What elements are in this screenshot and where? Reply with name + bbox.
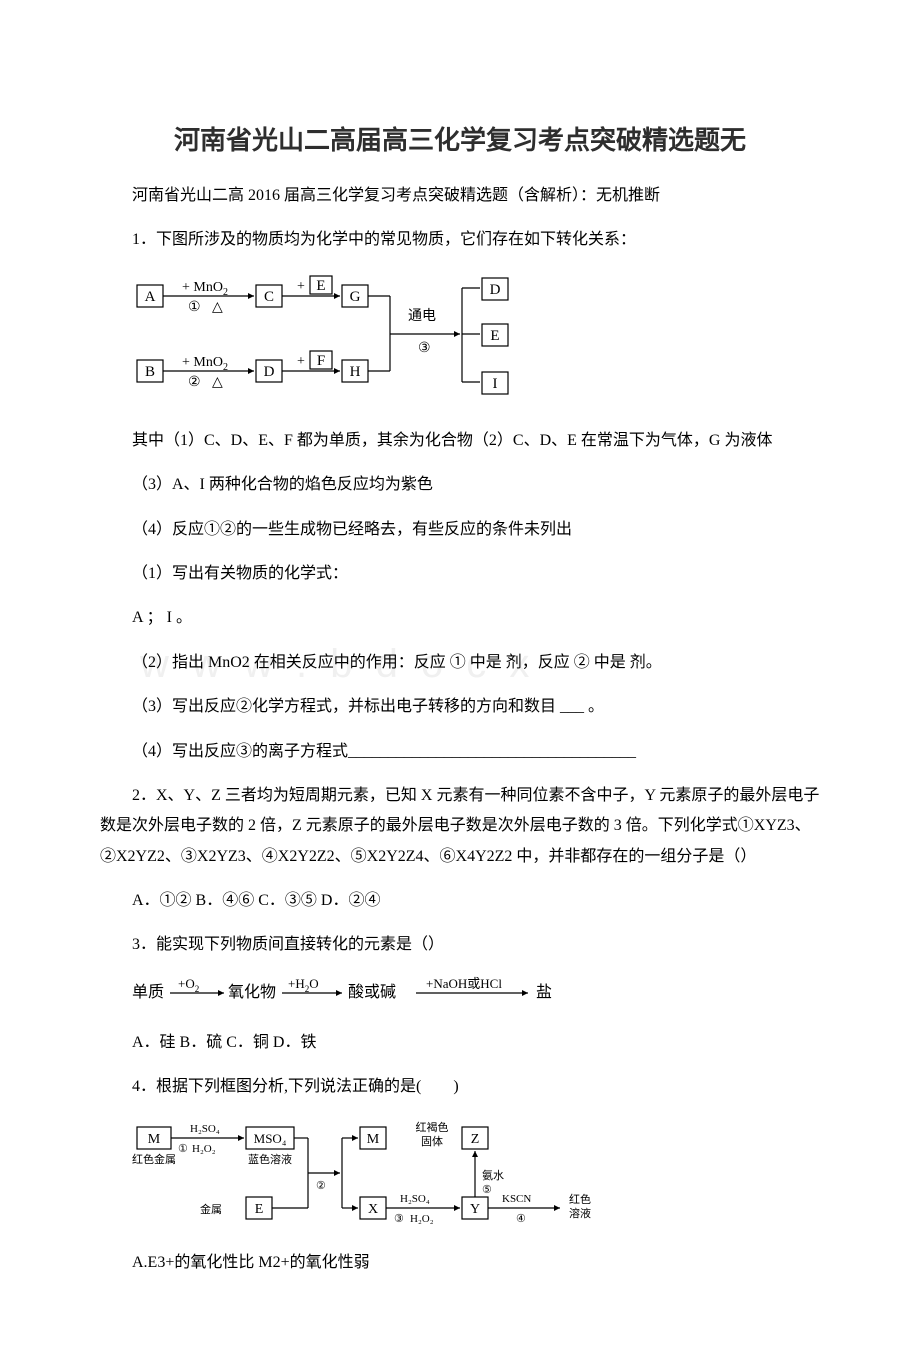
label-circle3: ③ [418,341,431,356]
q1-p6: （2）指出 MnO2 在相关反应中的作用：反应 ① 中是 剂，反应 ② 中是 剂… [100,648,820,678]
d4-c5: ⑤ [482,1184,492,1196]
d4-Y: Y [470,1202,480,1217]
q4-text: 4．根据下列框图分析,下列说法正确的是( ) [100,1072,820,1102]
d4-X: X [368,1202,378,1217]
q1-intro: 1．下图所涉及的物质均为化学中的常见物质，它们存在如下转化关系： [100,225,820,255]
box-C: C [264,289,274,305]
d4-blue: 蓝色溶液 [248,1152,292,1166]
box-E-2: E [490,328,499,344]
q1-p7: （3）写出反应②化学方程式，并标出电子转移的方向和数目 ___ 。 [100,692,820,722]
d4-honghe: 红褐色 [416,1120,449,1134]
d4-c4: ④ [516,1213,526,1225]
intro-paragraph: 河南省光山二高 2016 届高三化学复习考点突破精选题（含解析）：无机推断 [100,181,820,211]
q4-option-a: A.E3+的氧化性比 M2+的氧化性弱 [100,1248,820,1278]
q1-p5: A ； I 。 [100,603,820,633]
d4-h2so4-2: H₂SO₄ [400,1193,430,1205]
label-mno2-1: + MnO2 [182,280,228,298]
d4-mso4: MSO₄ [254,1131,287,1146]
d4-redmetal: 红色金属 [132,1152,176,1166]
f-danzhi: 单质 [132,983,164,1001]
box-H: H [350,364,361,380]
q3-formula: 单质 +O2 氧化物 +H2O 酸或碱 +NaOH或HCl 盐 [132,975,820,1014]
label-circle1: ① [188,300,201,315]
q3-text: 3．能实现下列物质间直接转化的元素是（） [100,930,820,960]
diagram-1: A + MnO2 ① △ C + E G B + MnO2 ② △ D + F … [132,270,820,410]
d4-M1: M [148,1132,161,1147]
q1-p2: （3）A、I 两种化合物的焰色反应均为紫色 [100,470,820,500]
d4-h2so4-1: H₂SO₄ [190,1123,220,1135]
d4-c2: ② [316,1180,326,1192]
d4-h2o2-2: H₂O₂ [410,1213,434,1225]
d4-c3: ③ [394,1213,404,1225]
d4-c1: ① [178,1143,188,1155]
f-salt: 盐 [536,983,552,1001]
label-plus-E: + [297,279,305,294]
d4-M2: M [367,1132,380,1147]
d4-rongye: 溶液 [569,1206,591,1220]
box-D-1: D [264,364,275,380]
q3-options: A．硅 B．硫 C．铜 D．铁 [100,1028,820,1058]
q1-p4: （1）写出有关物质的化学式： [100,559,820,589]
d4-jinshu: 金属 [200,1202,222,1216]
d4-E: E [255,1202,264,1217]
label-tongdian: 通电 [408,308,436,324]
label-tri-1: △ [212,300,223,315]
d4-kscn: KSCN [502,1193,531,1205]
f-oxide: 氧化物 [228,983,276,1001]
box-D-2: D [490,282,501,298]
q1-p8: （4）写出反应③的离子方程式__________________________… [100,737,820,767]
d4-Z: Z [471,1132,480,1147]
d4-anshui: 氨水 [482,1169,504,1182]
box-E-small: E [316,278,325,294]
diagram-4: M 红色金属 H₂SO₄ ① H₂O₂ MSO₄ 蓝色溶液 E 金属 ② M [132,1117,820,1232]
box-B: B [145,364,155,380]
q2-options: A．①② B．④⑥ C．③⑤ D．②④ [100,886,820,916]
f-plusH2O: +H2O [288,976,319,994]
box-I: I [493,376,498,392]
d4-guti: 固体 [421,1134,443,1148]
f-plusO2: +O2 [178,976,199,994]
label-plus-F: + [297,354,305,369]
q1-p1: 其中（1）C、D、E、F 都为单质，其余为化合物（2）C、D、E 在常温下为气体… [100,426,820,456]
d4-h2o2-1: H₂O₂ [192,1143,216,1155]
f-plusNaOH: +NaOH或HCl [426,976,502,991]
box-G: G [350,289,361,305]
f-acidbase: 酸或碱 [348,983,396,1001]
label-mno2-2: + MnO2 [182,355,228,373]
q1-p3: （4）反应①②的一些生成物已经略去，有些反应的条件未列出 [100,515,820,545]
box-F-small: F [317,353,325,369]
label-tri-2: △ [212,375,223,390]
q2-text: 2．X、Y、Z 三者均为短周期元素，已知 X 元素有一种同位素不含中子，Y 元素… [100,781,820,872]
page-title: 河南省光山二高届高三化学复习考点突破精选题无 [100,120,820,157]
box-A: A [145,289,156,305]
d4-hongse: 红色 [569,1192,591,1206]
label-circle2: ② [188,375,201,390]
